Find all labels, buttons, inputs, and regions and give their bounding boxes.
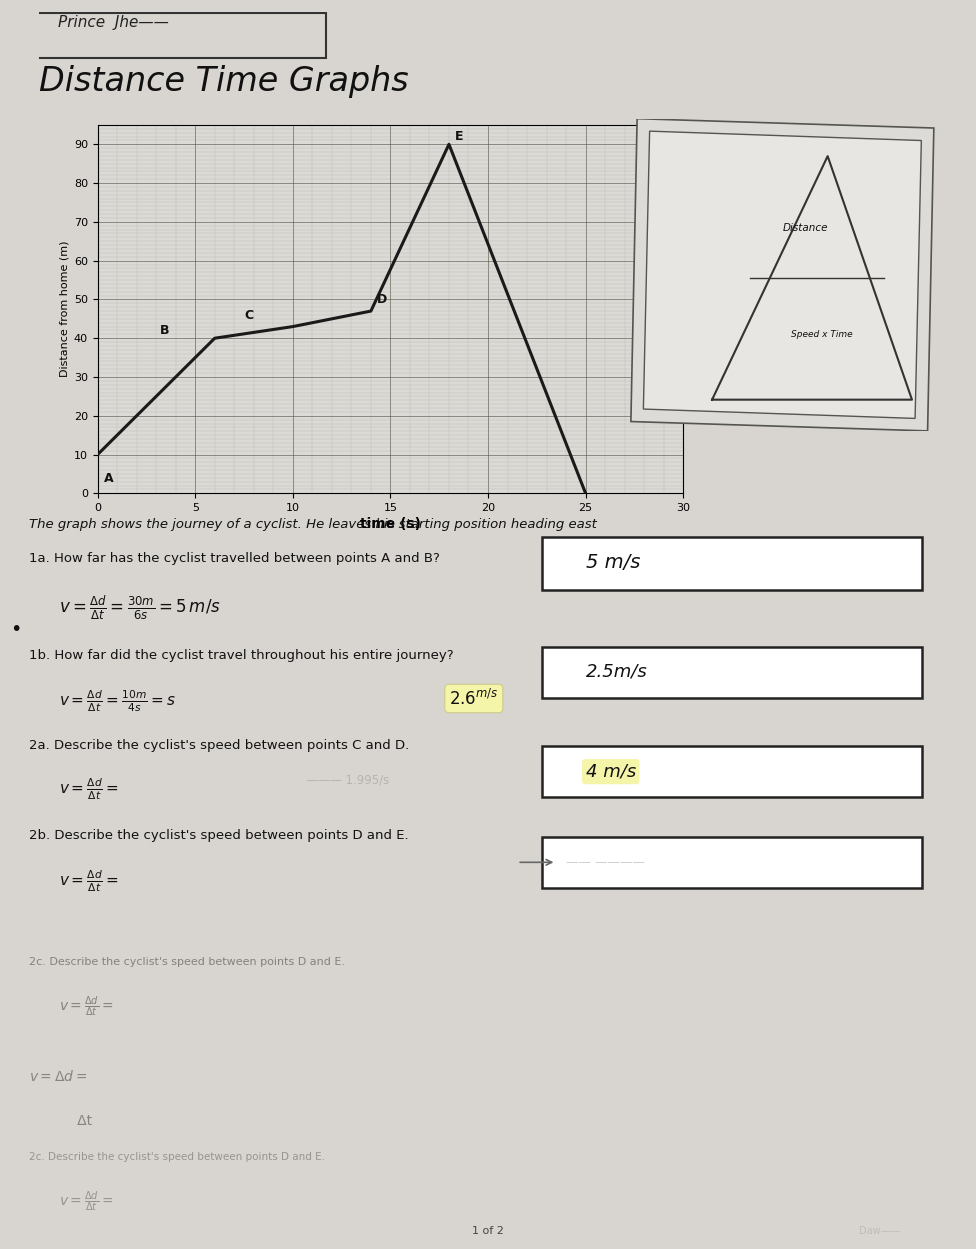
Text: Distance: Distance xyxy=(783,222,829,234)
Text: $v = \frac{\Delta d}{\Delta t} =$: $v = \frac{\Delta d}{\Delta t} =$ xyxy=(59,1189,113,1213)
Text: 2.5m/s: 2.5m/s xyxy=(586,663,647,681)
Text: Distance Time Graphs: Distance Time Graphs xyxy=(39,65,409,97)
Text: E: E xyxy=(455,130,464,144)
Text: A: A xyxy=(103,472,113,485)
Polygon shape xyxy=(630,119,934,431)
Text: $v = \frac{\Delta d}{\Delta t} =$: $v = \frac{\Delta d}{\Delta t} =$ xyxy=(59,994,113,1018)
Text: $v = \Delta d =$: $v = \Delta d =$ xyxy=(29,1069,88,1084)
Text: ——— 1.995/s: ——— 1.995/s xyxy=(254,773,389,786)
Text: •: • xyxy=(10,620,21,638)
FancyBboxPatch shape xyxy=(542,746,922,797)
Text: 1a. How far has the cyclist travelled between points A and B?: 1a. How far has the cyclist travelled be… xyxy=(29,552,440,565)
Text: D: D xyxy=(377,294,387,306)
Text: 2c. Describe the cyclist's speed between points D and E.: 2c. Describe the cyclist's speed between… xyxy=(29,957,346,967)
Text: C: C xyxy=(244,309,253,322)
Text: $v = \frac{\Delta d}{\Delta t} =$: $v = \frac{\Delta d}{\Delta t} =$ xyxy=(59,777,118,802)
FancyBboxPatch shape xyxy=(542,837,922,888)
Text: B: B xyxy=(160,325,170,337)
Text: $v = \frac{\Delta d}{\Delta t} =$: $v = \frac{\Delta d}{\Delta t} =$ xyxy=(59,868,118,894)
Text: 2c. Describe the cyclist's speed between points D and E.: 2c. Describe the cyclist's speed between… xyxy=(29,1152,325,1162)
Y-axis label: Distance from home (m): Distance from home (m) xyxy=(60,241,69,377)
Text: 2b. Describe the cyclist's speed between points D and E.: 2b. Describe the cyclist's speed between… xyxy=(29,829,409,842)
Text: $2.6^{m/s}$: $2.6^{m/s}$ xyxy=(449,688,499,708)
Text: 5 m/s: 5 m/s xyxy=(586,553,640,572)
X-axis label: time (s): time (s) xyxy=(360,517,421,531)
Text: 4 m/s: 4 m/s xyxy=(586,763,635,781)
Text: $v = \frac{\Delta d}{\Delta t} = \frac{10m}{4s} = s$: $v = \frac{\Delta d}{\Delta t} = \frac{1… xyxy=(59,688,176,714)
Polygon shape xyxy=(643,131,921,418)
Text: 2a. Describe the cyclist's speed between points C and D.: 2a. Describe the cyclist's speed between… xyxy=(29,739,410,752)
FancyBboxPatch shape xyxy=(542,537,922,590)
Text: Prince  Jhe——: Prince Jhe—— xyxy=(58,15,169,30)
Text: 1 of 2: 1 of 2 xyxy=(472,1225,504,1235)
FancyBboxPatch shape xyxy=(542,647,922,698)
Text: The graph shows the journey of a cyclist. He leaves his starting position headin: The graph shows the journey of a cyclist… xyxy=(29,518,597,531)
Text: Daw——: Daw—— xyxy=(859,1225,900,1235)
Text: Δt: Δt xyxy=(29,1114,93,1128)
Text: Speed x Time: Speed x Time xyxy=(791,330,852,338)
FancyBboxPatch shape xyxy=(30,14,327,59)
Text: 1b. How far did the cyclist travel throughout his entire journey?: 1b. How far did the cyclist travel throu… xyxy=(29,649,454,662)
Text: —— ————: —— ———— xyxy=(566,856,645,869)
Text: $v = \frac{\Delta d}{\Delta t} = \frac{30m}{6s} = 5\,m/s$: $v = \frac{\Delta d}{\Delta t} = \frac{3… xyxy=(59,593,221,622)
